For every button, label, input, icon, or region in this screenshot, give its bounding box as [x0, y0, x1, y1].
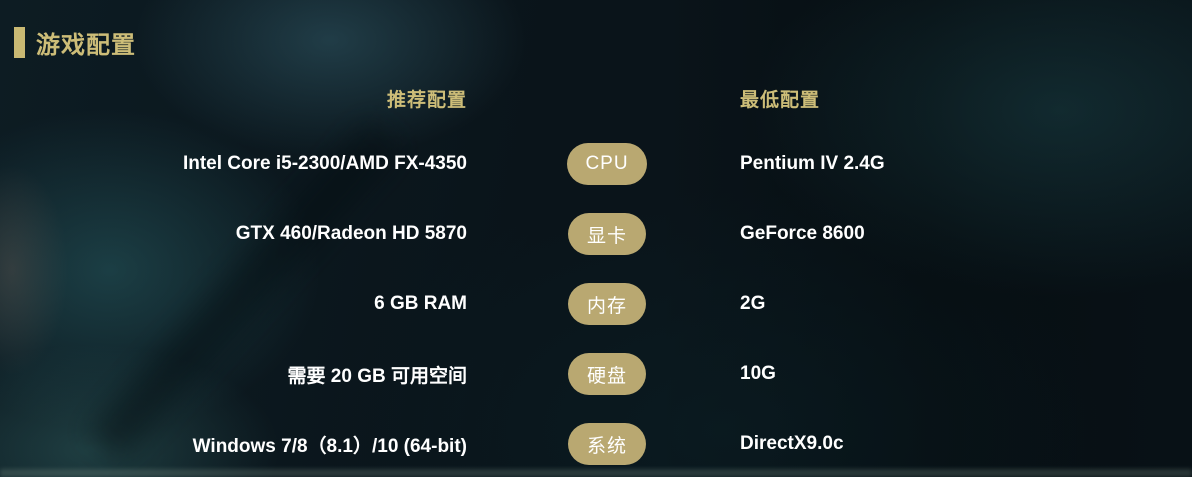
minimum-value: Pentium IV 2.4G	[740, 153, 885, 174]
recommended-value: Windows 7/8（8.1）/10 (64-bit)	[192, 435, 467, 457]
section-header: 游戏配置	[14, 25, 136, 60]
recommended-value: 6 GB RAM	[374, 293, 467, 314]
spec-row-os: Windows 7/8（8.1）/10 (64-bit) 系统 DirectX9…	[0, 409, 1192, 477]
page-title: 游戏配置	[36, 32, 136, 59]
spec-badge-os: 系统	[568, 423, 646, 465]
minimum-value: 10G	[740, 363, 776, 384]
minimum-value: GeForce 8600	[740, 223, 865, 244]
spec-row-gpu: GTX 460/Radeon HD 5870 显卡 GeForce 8600	[0, 199, 1192, 269]
spec-badge-memory: 内存	[568, 283, 646, 325]
title-accent-bar-icon	[14, 27, 25, 58]
minimum-value: DirectX9.0c	[740, 433, 844, 454]
spec-badge-gpu: 显卡	[568, 213, 646, 255]
spec-row-storage: 需要 20 GB 可用空间 硬盘 10G	[0, 339, 1192, 409]
column-header-row: 推荐配置 最低配置	[0, 78, 1192, 118]
minimum-config-header: 最低配置	[740, 89, 821, 111]
recommended-config-header: 推荐配置	[386, 89, 467, 111]
recommended-value: Intel Core i5-2300/AMD FX-4350	[182, 153, 467, 174]
spec-badge-storage: 硬盘	[568, 353, 646, 395]
spec-badge-cpu: CPU	[567, 143, 647, 185]
spec-row-cpu: Intel Core i5-2300/AMD FX-4350 CPU Penti…	[0, 129, 1192, 199]
recommended-value: 需要 20 GB 可用空间	[287, 365, 467, 387]
minimum-value: 2G	[740, 293, 766, 314]
spec-row-memory: 6 GB RAM 内存 2G	[0, 269, 1192, 339]
recommended-value: GTX 460/Radeon HD 5870	[235, 223, 467, 244]
config-table: 推荐配置 最低配置 Intel Core i5-2300/AMD FX-4350…	[0, 78, 1192, 477]
